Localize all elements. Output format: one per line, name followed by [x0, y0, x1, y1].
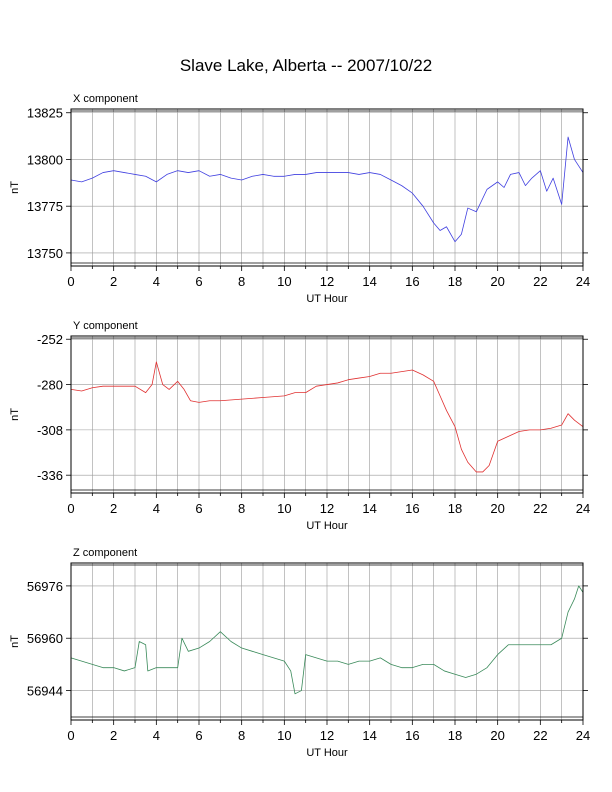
y-axis-label: nT — [9, 408, 21, 421]
x-tick-label: 24 — [576, 501, 590, 516]
x-tick-label: 20 — [490, 728, 504, 743]
y-axis-label: nT — [9, 635, 21, 648]
y-axis-label: nT — [9, 181, 21, 194]
x-tick-label: 4 — [153, 728, 160, 743]
y-tick-label: -336 — [37, 468, 63, 483]
x-tick-label: 10 — [277, 728, 291, 743]
x-tick-label: 2 — [110, 501, 117, 516]
x-tick-label: 22 — [533, 501, 547, 516]
x-tick-label: 4 — [153, 501, 160, 516]
panel-label: Y component — [73, 320, 138, 332]
x-tick-label: 6 — [195, 728, 202, 743]
x-tick-label: 12 — [320, 274, 334, 289]
x-tick-label: 12 — [320, 501, 334, 516]
x-tick-label: 22 — [533, 728, 547, 743]
series-line-z — [70, 585, 584, 695]
x-tick-label: 14 — [362, 501, 376, 516]
y-tick-label: -280 — [37, 378, 63, 393]
y-tick-label: -252 — [37, 332, 63, 347]
x-tick-label: 8 — [238, 501, 245, 516]
x-tick-label: 24 — [576, 274, 590, 289]
x-tick-label: 6 — [195, 501, 202, 516]
x-tick-label: 2 — [110, 274, 117, 289]
x-tick-label: 16 — [405, 728, 419, 743]
y-tick-label: 56960 — [27, 631, 63, 646]
x-tick-label: 16 — [405, 501, 419, 516]
x-tick-label: 18 — [448, 501, 462, 516]
x-tick-label: 20 — [490, 274, 504, 289]
x-tick-label: 0 — [67, 728, 74, 743]
x-tick-label: 0 — [67, 274, 74, 289]
x-tick-label: 14 — [362, 274, 376, 289]
panel-x: 0 2 4 6 8 10 12 14 16 18 20 22 241375013775138001382… — [9, 93, 590, 305]
y-tick-label: 13800 — [27, 152, 63, 167]
x-tick-label: 6 — [195, 274, 202, 289]
x-tick-label: 8 — [238, 728, 245, 743]
y-tick-label: -308 — [37, 423, 63, 438]
x-tick-label: 10 — [277, 274, 291, 289]
x-axis-label: UT Hour — [306, 520, 348, 532]
y-tick-label: 13775 — [27, 199, 63, 214]
y-tick-label: 56976 — [27, 579, 63, 594]
x-tick-label: 2 — [110, 728, 117, 743]
x-tick-label: 14 — [362, 728, 376, 743]
x-tick-label: 20 — [490, 501, 504, 516]
x-tick-label: 22 — [533, 274, 547, 289]
x-axis-label: UT Hour — [306, 293, 348, 305]
y-tick-label: 13750 — [27, 246, 63, 261]
y-tick-label: 13825 — [27, 106, 63, 121]
x-tick-label: 12 — [320, 728, 334, 743]
x-tick-label: 0 — [67, 501, 74, 516]
panel-label: Z component — [73, 547, 137, 559]
series-line-x — [70, 136, 584, 243]
x-tick-label: 16 — [405, 274, 419, 289]
x-tick-label: 18 — [448, 728, 462, 743]
x-tick-label: 4 — [153, 274, 160, 289]
x-tick-label: 8 — [238, 274, 245, 289]
page-title: Slave Lake, Alberta -- 2007/10/22 — [179, 56, 433, 75]
series-line-y — [70, 361, 584, 473]
x-tick-label: 18 — [448, 274, 462, 289]
y-tick-label: 56944 — [27, 684, 63, 699]
x-axis-label: UT Hour — [306, 747, 348, 759]
x-tick-label: 10 — [277, 501, 291, 516]
x-tick-label: 24 — [576, 728, 590, 743]
panel-label: X component — [73, 93, 138, 105]
